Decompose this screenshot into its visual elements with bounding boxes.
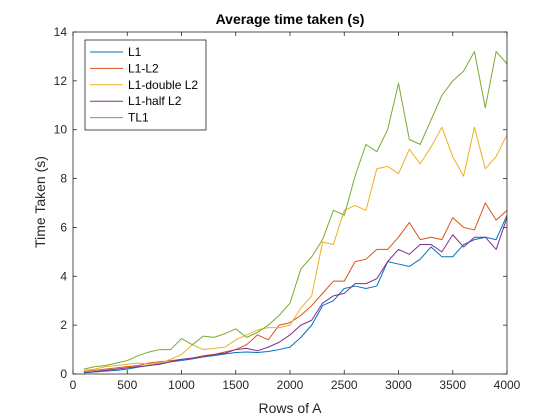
y-tick-label: 10	[54, 123, 68, 137]
axes: 0 500 1000 1500 2000 2500 3000 3500 4000 0 2 4 6 8 10 1…	[54, 25, 521, 392]
series-line-4	[83, 217, 508, 374]
legend-entry-5: TL1	[128, 111, 149, 125]
chart-title: Average time taken (s)	[216, 11, 365, 27]
legend-entry-2: L1-L2	[128, 61, 159, 75]
y-tick-label: 12	[54, 74, 68, 88]
legend-entry-3: L1-double L2	[128, 78, 198, 92]
y-tick-label: 4	[60, 269, 67, 283]
x-tick-label: 3500	[439, 378, 466, 392]
x-tick-label: 4000	[494, 378, 521, 392]
legend-entry-4: L1-half L2	[128, 94, 182, 108]
legend-entry-1: L1	[128, 45, 142, 59]
series-line-2	[83, 202, 508, 373]
y-tick-label: 14	[54, 25, 68, 39]
y-tick-label: 0	[60, 367, 67, 381]
y-tick-label: 8	[60, 172, 67, 186]
y-tick-label: 6	[60, 220, 67, 234]
x-axis-label: Rows of A	[258, 400, 322, 416]
x-tick-label: 2000	[277, 378, 304, 392]
x-tick-label: 1500	[222, 378, 249, 392]
series-line-5	[83, 51, 508, 370]
x-tick-label: 500	[117, 378, 137, 392]
x-tick-label: 3000	[385, 378, 412, 392]
legend: L1 L1-L2 L1-double L2 L1-half L2 TL1	[84, 39, 207, 131]
x-tick-label: 1000	[168, 378, 195, 392]
series-line-3	[83, 126, 508, 371]
y-axis-label: Time Taken (s)	[32, 156, 48, 248]
x-tick-label: 0	[70, 378, 77, 392]
x-tick-label: 2500	[331, 378, 358, 392]
y-tick-label: 2	[60, 318, 67, 332]
